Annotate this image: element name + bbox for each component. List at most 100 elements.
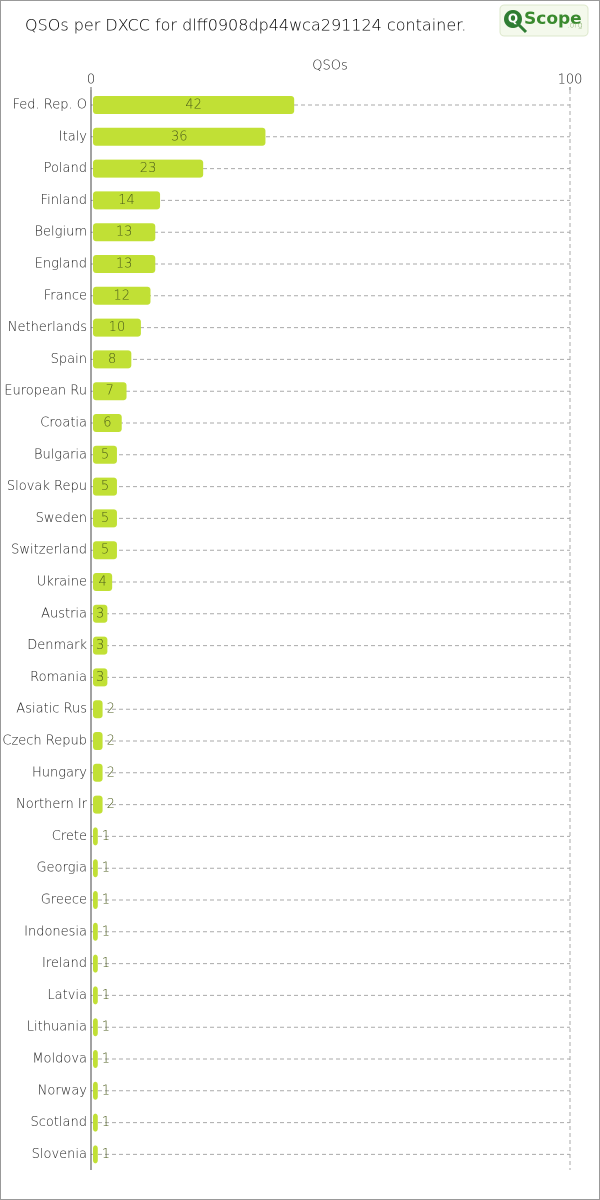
y-tick-label: Italy <box>59 129 87 144</box>
bar <box>93 573 113 591</box>
bar <box>93 159 204 178</box>
y-tick-label: Romania <box>30 670 87 685</box>
y-tick-label: Spain <box>51 352 87 367</box>
bar <box>93 1018 98 1037</box>
y-tick-label: Crete <box>52 829 87 844</box>
y-tick-label: Georgia <box>36 861 87 876</box>
y-tick-label: Poland <box>44 161 87 176</box>
bar <box>93 96 295 114</box>
y-tick-label: Czech Repub <box>2 734 87 749</box>
value-label: 1 <box>102 988 110 1003</box>
bar <box>93 954 98 973</box>
value-label: 12 <box>113 288 130 303</box>
value-label: 5 <box>101 511 109 526</box>
y-tick-label: Hungary <box>32 765 87 780</box>
value-label: 4 <box>98 575 106 590</box>
bar <box>93 732 103 750</box>
value-label: 6 <box>103 416 111 431</box>
logo-text: Scope <box>524 9 582 29</box>
bar <box>93 1145 98 1164</box>
value-label: 1 <box>102 1147 110 1162</box>
y-tick-label: France <box>44 288 87 303</box>
y-tick-label: Austria <box>41 606 87 621</box>
y-tick-label: Norway <box>38 1083 87 1098</box>
bar <box>93 318 141 337</box>
value-label: 7 <box>106 384 114 399</box>
y-tick-label: Belgium <box>35 225 87 240</box>
value-label: 13 <box>116 257 133 272</box>
x-axis-label: QSOs <box>312 59 348 74</box>
y-tick-label: Slovenia <box>32 1147 87 1162</box>
y-tick-label: Sweden <box>36 511 87 526</box>
value-label: 3 <box>96 638 104 653</box>
value-label: 1 <box>102 924 110 939</box>
value-label: 1 <box>102 1083 110 1098</box>
logo-mark: Q <box>508 12 518 26</box>
logo[interactable]: Q Scope .org <box>499 4 589 37</box>
y-tick-label: Finland <box>41 193 87 208</box>
value-label: 1 <box>102 1115 110 1130</box>
value-label: 8 <box>108 352 116 367</box>
bar <box>93 509 117 528</box>
value-label: 3 <box>96 606 104 621</box>
y-tick-label: Bulgaria <box>34 447 87 462</box>
bar <box>93 541 117 560</box>
bar <box>93 763 103 782</box>
value-label: 10 <box>109 320 126 335</box>
bar <box>93 382 127 401</box>
bar <box>93 636 108 655</box>
bar <box>93 859 98 878</box>
value-label: 3 <box>96 670 104 685</box>
y-tick-label: Moldova <box>32 1052 87 1067</box>
bar <box>93 1050 98 1068</box>
bar <box>93 255 156 273</box>
bar <box>93 191 161 210</box>
value-label: 36 <box>171 129 188 144</box>
value-label: 1 <box>102 861 110 876</box>
y-tick-label: Latvia <box>47 988 87 1003</box>
y-tick-label: Ireland <box>42 956 87 971</box>
value-label: 13 <box>116 225 133 240</box>
y-tick-label: Lithuania <box>27 1020 87 1035</box>
y-tick-label: Croatia <box>40 416 87 431</box>
bar <box>93 445 117 464</box>
y-tick-label: Scotland <box>30 1115 87 1130</box>
bar <box>93 1081 98 1100</box>
y-tick-label: Northern Ir <box>16 797 88 812</box>
chart-title: QSOs per DXCC for dlff0908dp44wca291124 … <box>25 16 466 35</box>
logo-handle <box>517 23 528 34</box>
y-tick-label: Asiatic Rus <box>16 702 87 717</box>
bar <box>93 477 117 496</box>
bar <box>93 922 98 941</box>
y-tick-label: Netherlands <box>8 320 87 335</box>
bar <box>93 414 122 432</box>
bar <box>93 827 98 846</box>
bar <box>93 286 151 305</box>
y-tick-label: European Ru <box>4 384 87 399</box>
bar <box>93 891 98 909</box>
value-label: 1 <box>102 829 110 844</box>
value-label: 1 <box>102 1052 110 1067</box>
bar <box>93 350 132 369</box>
logo-suffix: .org <box>567 21 583 30</box>
value-label: 23 <box>140 161 157 176</box>
value-label: 1 <box>102 893 110 908</box>
value-label: 42 <box>185 98 202 113</box>
value-label: 2 <box>107 702 115 717</box>
y-tick-label: Switzerland <box>11 543 87 558</box>
bar <box>93 795 103 814</box>
value-label: 2 <box>107 765 115 780</box>
value-label: 5 <box>101 479 109 494</box>
value-label: 5 <box>101 447 109 462</box>
x-tick-label: 0 <box>87 73 95 88</box>
value-label: 5 <box>101 543 109 558</box>
bar <box>93 604 108 623</box>
value-label: 2 <box>107 734 115 749</box>
y-tick-label: Fed. Rep. O <box>13 98 87 113</box>
bar <box>93 223 156 242</box>
y-tick-label: Indonesia <box>24 924 87 939</box>
y-tick-label: England <box>35 257 87 272</box>
y-tick-label: Denmark <box>27 638 87 653</box>
